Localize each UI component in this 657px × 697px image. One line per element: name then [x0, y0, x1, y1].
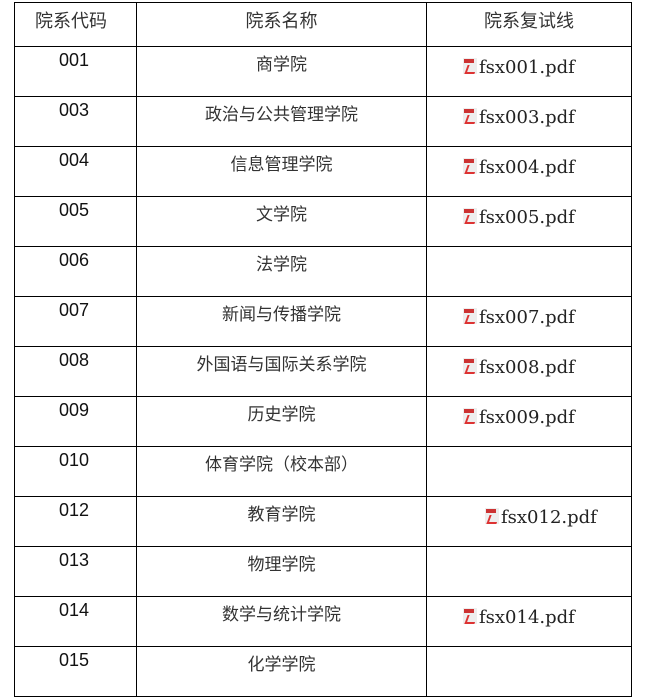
dept-name: 文学院 [136, 196, 427, 247]
score-line-cell [426, 646, 632, 697]
dept-code: 014 [14, 596, 137, 647]
dept-code: 010 [14, 446, 137, 497]
dept-code: 001 [14, 46, 137, 97]
score-line-cell: fsx001.pdf [426, 46, 632, 97]
score-line-cell: fsx004.pdf [426, 146, 632, 197]
pdf-filename: fsx009.pdf [479, 407, 575, 428]
pdf-filename: fsx003.pdf [479, 107, 575, 128]
table-row: 003 政治与公共管理学院 fsx003.pdf [14, 96, 632, 147]
pdf-link[interactable]: fsx009.pdf [463, 407, 575, 428]
pdf-file-icon [463, 208, 477, 224]
dept-code: 013 [14, 546, 137, 597]
score-line-cell: fsx012.pdf [426, 496, 632, 547]
score-line-cell: fsx003.pdf [426, 96, 632, 147]
dept-code: 003 [14, 96, 137, 147]
score-line-cell: fsx005.pdf [426, 196, 632, 247]
dept-name: 新闻与传播学院 [136, 296, 427, 347]
dept-code: 012 [14, 496, 137, 547]
table-row: 001 商学院 fsx001.pdf [14, 46, 632, 97]
dept-name: 信息管理学院 [136, 146, 427, 197]
dept-name: 法学院 [136, 246, 427, 297]
table-row: 009 历史学院 fsx009.pdf [14, 396, 632, 447]
table-row: 014 数学与统计学院 fsx014.pdf [14, 596, 632, 647]
pdf-filename: fsx004.pdf [479, 157, 575, 178]
pdf-link[interactable]: fsx007.pdf [463, 307, 575, 328]
pdf-link[interactable]: fsx014.pdf [463, 607, 575, 628]
table-row: 010 体育学院（校本部） [14, 446, 632, 497]
pdf-filename: fsx005.pdf [479, 207, 575, 228]
score-line-cell: fsx009.pdf [426, 396, 632, 447]
pdf-link[interactable]: fsx012.pdf [485, 507, 597, 528]
score-line-cell [426, 546, 632, 597]
dept-name: 化学学院 [136, 646, 427, 697]
pdf-file-icon [463, 58, 477, 74]
dept-code: 004 [14, 146, 137, 197]
table-row: 004 信息管理学院 fsx004.pdf [14, 146, 632, 197]
retest-score-table: 院系代码 院系名称 院系复试线 001 商学院 fsx001.pdf 003 政治… [14, 2, 632, 697]
dept-name: 数学与统计学院 [136, 596, 427, 647]
dept-name: 外国语与国际关系学院 [136, 346, 427, 397]
header-row: 院系代码 院系名称 院系复试线 [14, 2, 632, 47]
table-row: 015 化学学院 [14, 646, 632, 697]
pdf-link[interactable]: fsx003.pdf [463, 107, 575, 128]
dept-code: 005 [14, 196, 137, 247]
pdf-filename: fsx014.pdf [479, 607, 575, 628]
table-row: 008 外国语与国际关系学院 fsx008.pdf [14, 346, 632, 397]
pdf-link[interactable]: fsx008.pdf [463, 357, 575, 378]
score-line-cell: fsx008.pdf [426, 346, 632, 397]
dept-name: 政治与公共管理学院 [136, 96, 427, 147]
header-code: 院系代码 [14, 2, 137, 47]
dept-name: 体育学院（校本部） [136, 446, 427, 497]
table-row: 013 物理学院 [14, 546, 632, 597]
pdf-filename: fsx001.pdf [479, 57, 575, 78]
header-name: 院系名称 [136, 2, 427, 47]
dept-code: 007 [14, 296, 137, 347]
pdf-link[interactable]: fsx001.pdf [463, 57, 575, 78]
pdf-file-icon [485, 508, 499, 524]
table-row: 006 法学院 [14, 246, 632, 297]
score-line-cell [426, 446, 632, 497]
pdf-file-icon [463, 308, 477, 324]
dept-name: 教育学院 [136, 496, 427, 547]
pdf-file-icon [463, 158, 477, 174]
pdf-link[interactable]: fsx004.pdf [463, 157, 575, 178]
pdf-file-icon [463, 608, 477, 624]
dept-code: 008 [14, 346, 137, 397]
pdf-file-icon [463, 358, 477, 374]
pdf-file-icon [463, 108, 477, 124]
header-score-line: 院系复试线 [426, 2, 632, 47]
pdf-filename: fsx012.pdf [501, 507, 597, 528]
table-row: 007 新闻与传播学院 fsx007.pdf [14, 296, 632, 347]
dept-code: 006 [14, 246, 137, 297]
pdf-filename: fsx007.pdf [479, 307, 575, 328]
score-line-cell: fsx007.pdf [426, 296, 632, 347]
dept-code: 015 [14, 646, 137, 697]
dept-code: 009 [14, 396, 137, 447]
dept-name: 商学院 [136, 46, 427, 97]
pdf-file-icon [463, 408, 477, 424]
table-row: 012 教育学院 fsx012.pdf [14, 496, 632, 547]
table-row: 005 文学院 fsx005.pdf [14, 196, 632, 247]
score-line-cell [426, 246, 632, 297]
dept-name: 物理学院 [136, 546, 427, 597]
score-line-cell: fsx014.pdf [426, 596, 632, 647]
pdf-link[interactable]: fsx005.pdf [463, 207, 575, 228]
pdf-filename: fsx008.pdf [479, 357, 575, 378]
dept-name: 历史学院 [136, 396, 427, 447]
